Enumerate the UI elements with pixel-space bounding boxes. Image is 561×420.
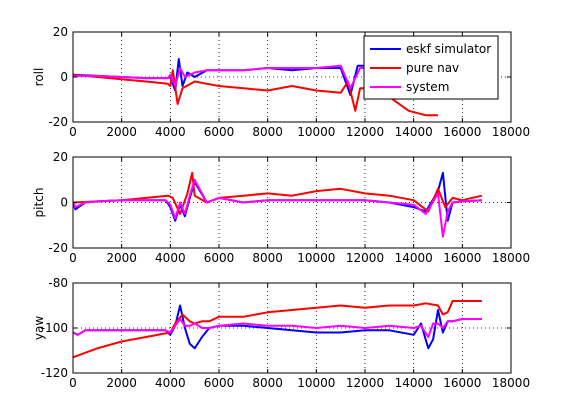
x-tick-label: 2000 <box>106 376 137 390</box>
x-tick-label: 18000 <box>492 251 530 265</box>
series-line-system <box>73 318 482 338</box>
x-tick-label: 18000 <box>492 376 530 390</box>
x-tick-label: 6000 <box>204 376 235 390</box>
x-tick-label: 16000 <box>443 251 481 265</box>
x-tick-label: 10000 <box>297 251 335 265</box>
x-tick-label: 0 <box>69 376 77 390</box>
x-tick-label: 12000 <box>346 125 384 139</box>
axes-roll: 0 2000 4000 6000 8000 10000 12000 14000 16000 180… <box>32 25 530 139</box>
x-tick-label: 8000 <box>252 376 283 390</box>
y-axis-label: roll <box>32 68 46 87</box>
x-tick-label: 4000 <box>155 251 186 265</box>
x-tick-label: 14000 <box>395 125 433 139</box>
y-tick-label: 20 <box>53 25 68 39</box>
x-tick-label: 0 <box>69 125 77 139</box>
x-tick-label: 14000 <box>395 376 433 390</box>
x-tick-label: 2000 <box>106 251 137 265</box>
y-axis-label: pitch <box>32 188 46 218</box>
x-tick-label: 16000 <box>443 125 481 139</box>
y-tick-label: -100 <box>41 321 68 335</box>
series-line-system <box>73 64 378 90</box>
legend: eskf simulator pure nav system <box>363 35 499 100</box>
x-tick-label: 12000 <box>346 376 384 390</box>
legend-label: pure nav <box>406 61 459 75</box>
x-tick-label: 2000 <box>106 125 137 139</box>
y-tick-label: 20 <box>53 150 68 164</box>
x-tick-label: 0 <box>69 251 77 265</box>
legend-label: eskf simulator <box>406 42 491 56</box>
x-tick-label: 16000 <box>443 376 481 390</box>
x-tick-label: 6000 <box>204 251 235 265</box>
x-tick-label: 6000 <box>204 125 235 139</box>
y-tick-label: 0 <box>60 196 68 210</box>
x-tick-label: 10000 <box>297 125 335 139</box>
x-tick-label: 12000 <box>346 251 384 265</box>
axes-yaw: 0 2000 4000 6000 8000 10000 12000 14000 16000 180… <box>32 276 530 390</box>
x-tick-label: 4000 <box>155 376 186 390</box>
x-tick-label: 10000 <box>297 376 335 390</box>
x-tick-label: 18000 <box>492 125 530 139</box>
y-tick-label: -20 <box>48 241 68 255</box>
y-tick-label: -120 <box>41 366 68 380</box>
y-tick-label: 0 <box>60 70 68 84</box>
x-tick-label: 14000 <box>395 251 433 265</box>
axes-pitch: 0 2000 4000 6000 8000 10000 12000 14000 16000 180… <box>32 150 530 265</box>
x-tick-label: 8000 <box>252 125 283 139</box>
legend-label: system <box>406 80 449 94</box>
x-tick-label: 8000 <box>252 251 283 265</box>
series-line-pure-nav <box>73 171 483 215</box>
series-line-system <box>73 178 482 238</box>
y-axis-label: yaw <box>32 316 46 340</box>
x-tick-label: 4000 <box>155 125 186 139</box>
y-tick-label: -80 <box>48 276 68 290</box>
y-tick-label: -20 <box>48 115 68 129</box>
